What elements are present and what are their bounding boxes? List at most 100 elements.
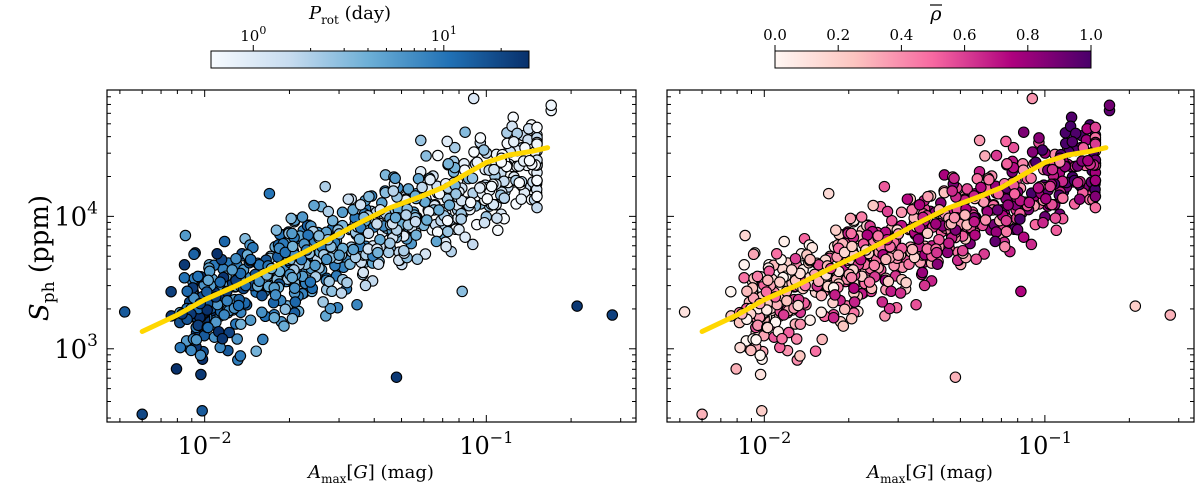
scatter-point [440, 240, 452, 253]
scatter-point [883, 302, 896, 315]
scatter-point [761, 321, 774, 334]
scatter-point [867, 199, 879, 212]
scatter-point [286, 240, 299, 253]
scatter-point [456, 285, 468, 298]
colorbar-tick-label: 1.0 [1079, 26, 1103, 44]
scatter-point [481, 193, 494, 205]
scatter-point [790, 333, 803, 345]
scatter-point [513, 176, 526, 189]
scatter-point [263, 187, 276, 200]
colorbar-tick-label: 0.4 [889, 26, 913, 44]
scatter-point [531, 201, 543, 214]
scatter-point [991, 204, 1004, 216]
scatter-point [491, 212, 503, 224]
y-tick-label: 104 [54, 198, 98, 232]
scatter-point [762, 274, 774, 287]
left-colorbar-label: Prot (day) [308, 3, 391, 27]
scatter-point [956, 244, 969, 257]
scatter-point [1040, 193, 1052, 205]
right-panel: 10−2 10−1 Amax[G] (mag) [666, 89, 1195, 486]
scatter-point [250, 345, 262, 357]
scatter-point [136, 408, 148, 421]
scatter-point [943, 237, 955, 249]
scatter-point [354, 199, 367, 211]
scatter-point [910, 298, 922, 311]
scatter-point [363, 190, 375, 203]
scatter-point [442, 158, 455, 170]
scatter-point [696, 408, 708, 421]
scatter-point [931, 246, 943, 259]
left-y-axis-label: Sph (ppm) [25, 195, 59, 321]
scatter-point [882, 275, 895, 288]
scatter-point [863, 276, 876, 288]
scatter-point [431, 226, 444, 238]
scatter-point [442, 225, 454, 238]
scatter-point [845, 227, 858, 240]
scatter-point [738, 272, 750, 284]
scatter-point [170, 363, 183, 375]
scatter-point [794, 318, 807, 330]
scatter-point [492, 224, 504, 237]
scatter-point [1017, 126, 1030, 138]
scatter-point [1036, 144, 1049, 156]
scatter-point [288, 282, 301, 294]
scatter-point [468, 146, 480, 158]
scatter-point [342, 193, 355, 205]
scatter-point [455, 213, 467, 225]
scatter-point [188, 248, 200, 261]
scatter-point [118, 306, 131, 318]
scatter-point [815, 289, 828, 302]
scatter-point [1008, 188, 1021, 200]
scatter-point [1049, 212, 1062, 224]
scatter-point [838, 246, 851, 259]
scatter-point [1046, 163, 1059, 176]
scatter-point [794, 350, 806, 362]
scatter-point [916, 266, 929, 279]
scatter-point [347, 243, 360, 256]
scatter-point [900, 276, 912, 289]
scatter-point [761, 304, 773, 316]
right-trend-line [699, 145, 1109, 334]
scatter-point [886, 214, 898, 227]
scatter-point [185, 344, 197, 357]
scatter-point [881, 205, 894, 218]
scatter-point [424, 173, 436, 186]
scatter-point [459, 231, 471, 243]
scatter-point [309, 259, 321, 272]
scatter-point [464, 196, 477, 209]
scatter-point [226, 264, 238, 276]
scatter-point [830, 224, 842, 236]
scatter-point [989, 235, 1001, 248]
scatter-point [372, 246, 384, 259]
scatter-point [216, 332, 229, 345]
scatter-point [235, 318, 247, 330]
scatter-point [754, 349, 766, 362]
scatter-point [1000, 135, 1012, 148]
right-colorbar-bar [774, 50, 1092, 69]
scatter-point [296, 211, 309, 223]
scatter-point [1129, 300, 1142, 312]
scatter-point [892, 249, 905, 261]
y-tick-label: 103 [54, 331, 98, 365]
scatter-point [1073, 193, 1086, 205]
scatter-point [979, 214, 992, 226]
scatter-point [256, 289, 268, 302]
scatter-point [739, 229, 751, 242]
scatter-point [279, 246, 291, 259]
x-tick-label: 10−2 [178, 428, 232, 460]
scatter-point [336, 206, 349, 219]
scatter-point [443, 199, 456, 211]
scatter-point [1025, 238, 1038, 251]
scatter-point [320, 253, 333, 266]
scatter-point [1050, 224, 1063, 237]
scatter-point [450, 188, 462, 200]
scatter-point [322, 205, 335, 218]
scatter-point [285, 212, 297, 225]
scatter-point [906, 243, 919, 256]
scatter-point [1023, 196, 1036, 209]
scatter-point [1000, 225, 1013, 238]
scatter-point [201, 304, 213, 316]
scatter-point [523, 154, 536, 167]
scatter-point [1033, 132, 1045, 144]
scatter-point [880, 253, 892, 266]
